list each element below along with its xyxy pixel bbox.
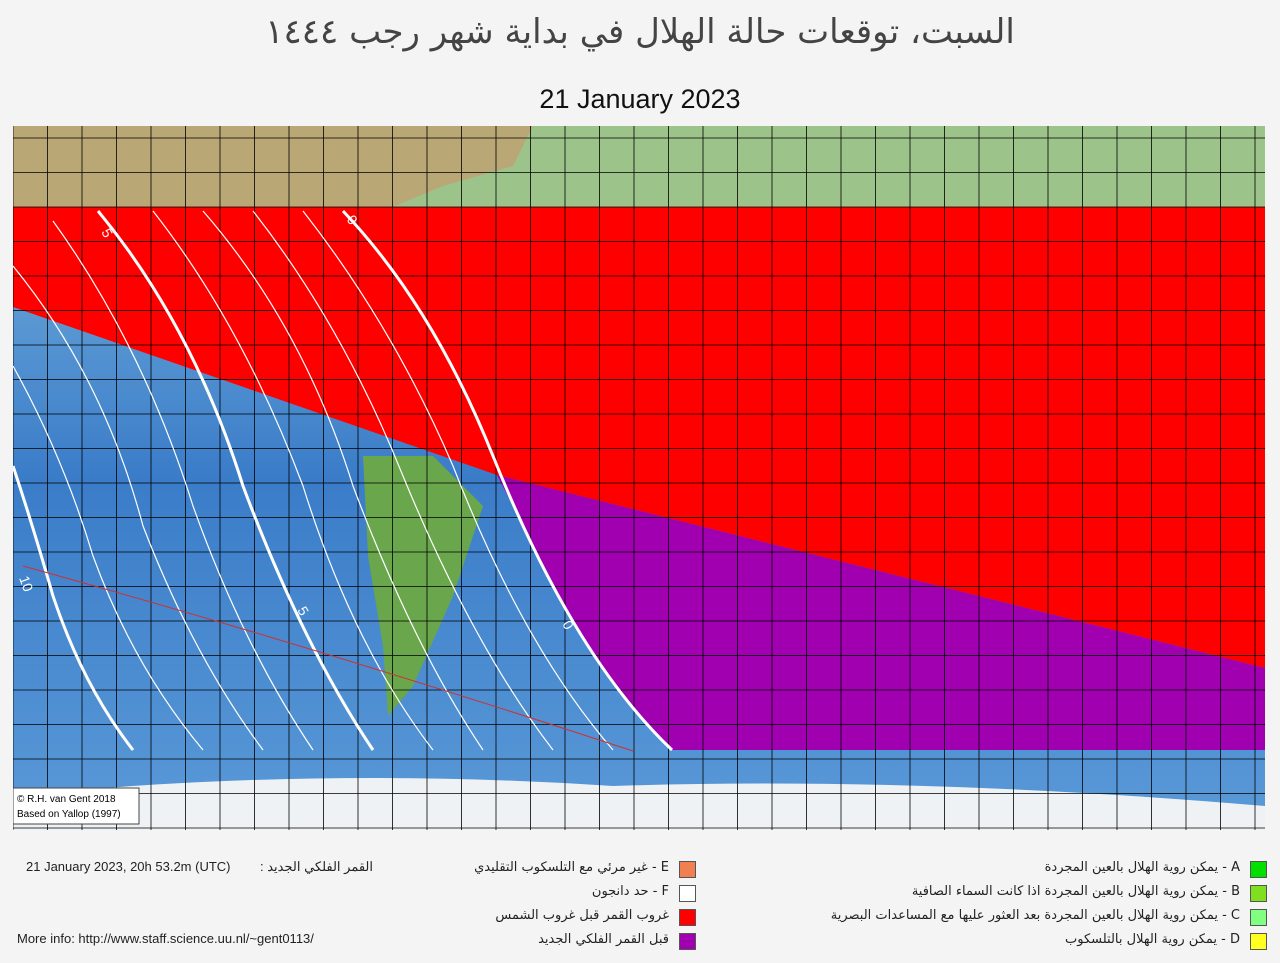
- contour-label: 10: [16, 574, 36, 594]
- legend-swatch: [1250, 885, 1267, 902]
- legend-text: D - يمكن روية الهلال بالتلسكوب: [1065, 932, 1240, 947]
- legend-swatch: [679, 909, 696, 926]
- legend-swatch: [1250, 861, 1267, 878]
- legend-swatch: [1250, 933, 1267, 950]
- map: 5 0 10 5 0 © R.H. van Gent 2018 Based on…: [13, 126, 1265, 830]
- new-moon-time: 21 January 2023, 20h 53.2m (UTC): [26, 859, 231, 874]
- title: السبت، توقعات حالة الهلال في بداية شهر ر…: [265, 12, 1015, 52]
- legend-text: قبل القمر الفلكي الجديد: [538, 932, 669, 947]
- legend-text: F - حد دانجون: [591, 884, 669, 899]
- date: 21 January 2023: [539, 84, 741, 114]
- north-america: [13, 126, 533, 207]
- legend-text: غروب القمر قبل غروب الشمس: [495, 908, 669, 923]
- legend-swatch: [1250, 909, 1267, 926]
- new-moon-label: القمر الفلكي الجديد :: [260, 859, 373, 874]
- more-info: More info: http://www.staff.science.uu.n…: [17, 931, 314, 946]
- before-new-moon: [497, 475, 1265, 750]
- legend-swatch: [679, 885, 696, 902]
- moonset-before-sunset: [13, 207, 1265, 668]
- south-america: [363, 456, 483, 716]
- legend-text: B - يمكن روية الهلال بالعين المجردة اذا …: [911, 884, 1240, 899]
- antarctica: [13, 778, 1265, 830]
- legend-text: A - يمكن روية الهلال بالعين المجردة: [1044, 860, 1240, 875]
- legend-text: C - يمكن روية الهلال بالعين المجردة بعد …: [830, 908, 1240, 923]
- credit: Based on Yallop (1997): [17, 809, 121, 820]
- grid: [13, 126, 1265, 830]
- ecliptic-line: [22, 565, 634, 752]
- legend-swatch: [679, 933, 696, 950]
- credit-box: [13, 787, 140, 825]
- credit: © R.H. van Gent 2018: [17, 794, 116, 805]
- legend-swatch: [679, 861, 696, 878]
- legend-text: E - غير مرئي مع التلسكوب التقليدي: [474, 860, 669, 875]
- contours: [13, 209, 674, 752]
